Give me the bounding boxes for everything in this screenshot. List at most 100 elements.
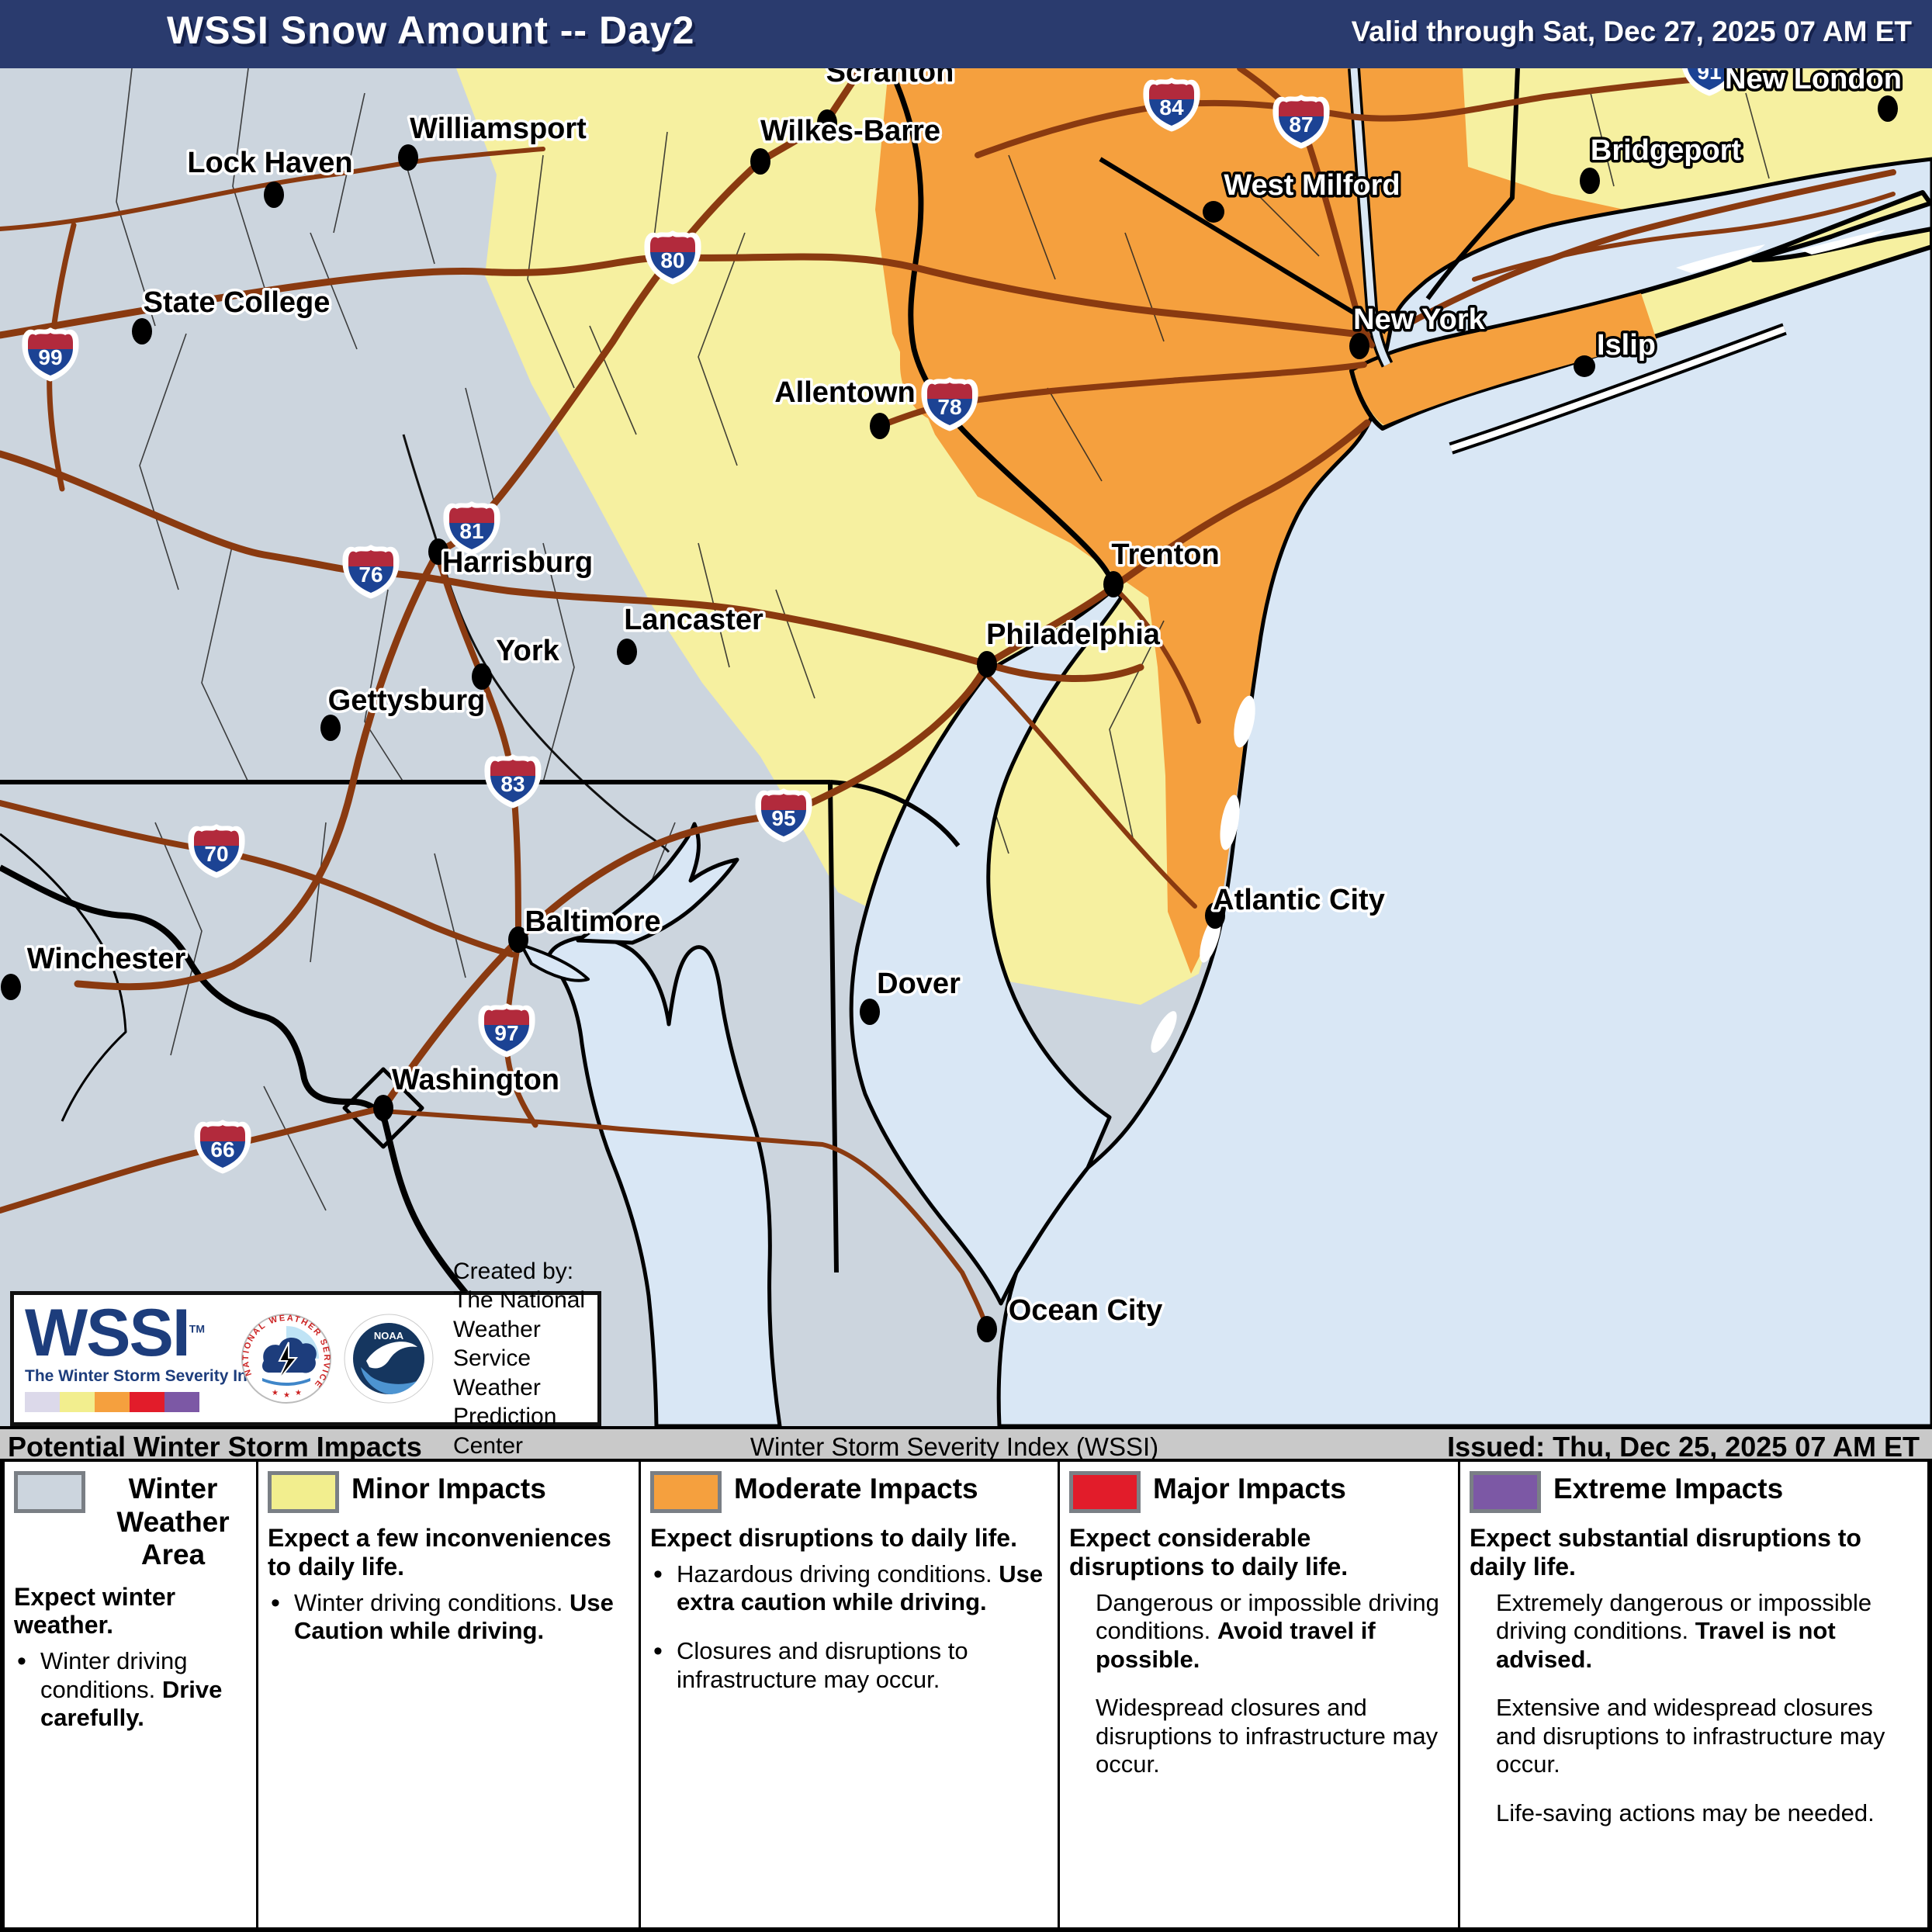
de-md-border xyxy=(828,781,839,1273)
svg-text:State College: State College xyxy=(144,286,331,319)
city-wilkes-barre: Wilkes-Barre xyxy=(750,113,943,175)
svg-text:95: 95 xyxy=(771,806,795,830)
valid-through-text: Valid through Sat, Dec 27, 2025 07 AM ET xyxy=(1351,16,1912,47)
i97-shield: 97 xyxy=(481,1006,532,1054)
wssi-logo-box: WSSITM The Winter Storm Severity Index N… xyxy=(10,1259,601,1459)
svg-text:70: 70 xyxy=(204,842,228,866)
i80-shield: 80 xyxy=(647,234,698,282)
wssi-map: 84 87 91 80 78 99 81 76 83 95 70 97 66 S… xyxy=(0,68,1932,1426)
long-island xyxy=(1349,190,1932,431)
city-west-milford: West Milford xyxy=(1203,167,1403,223)
i66-shield: 66 xyxy=(197,1123,248,1171)
i95-road xyxy=(379,419,1371,1112)
legend-column-winter: Winter Weather Area Expect winter weathe… xyxy=(5,1462,258,1927)
i87-shield: 87 xyxy=(1276,98,1327,146)
moderate-impacts-region xyxy=(875,68,1742,974)
legend-column-major: Major Impacts Expect considerable disrup… xyxy=(1060,1462,1460,1927)
city-harrisburg: Harrisburg xyxy=(428,538,596,582)
minor-swatch xyxy=(268,1471,339,1513)
svg-text:Baltimore: Baltimore xyxy=(525,905,660,938)
svg-text:87: 87 xyxy=(1289,113,1313,137)
svg-text:Lock Haven: Lock Haven xyxy=(187,147,352,179)
svg-text:99: 99 xyxy=(38,345,62,369)
wssi-brand-block: WSSITM The Winter Storm Severity Index xyxy=(25,1296,275,1412)
i91-shield: 91 xyxy=(1684,68,1735,93)
map-canvas: 84 87 91 80 78 99 81 76 83 95 70 97 66 S… xyxy=(0,68,1932,1426)
extreme-title: Extreme Impacts xyxy=(1553,1473,1784,1504)
svg-text:Scranton: Scranton xyxy=(826,68,954,88)
major-title: Major Impacts xyxy=(1153,1473,1346,1504)
svg-text:West Milford: West Milford xyxy=(1224,169,1400,202)
i84-shield: 84 xyxy=(1146,81,1197,129)
dc-diamond xyxy=(342,1067,424,1149)
svg-text:81: 81 xyxy=(459,519,483,543)
i95-ct-road xyxy=(1401,169,1896,329)
city-scranton: Scranton xyxy=(817,68,957,136)
svg-text:91: 91 xyxy=(1697,68,1721,84)
extreme-lead: Expect substantial disruptions to daily … xyxy=(1470,1524,1861,1581)
li-barrier-island-sand xyxy=(1449,326,1786,452)
i99-shield: 99 xyxy=(25,331,76,379)
water xyxy=(520,157,1932,1426)
city-markers: Scranton Williamsport Wilkes-Barre Lock … xyxy=(1,68,1904,1342)
city-lancaster: Lancaster xyxy=(617,601,766,665)
us50-road xyxy=(381,1109,989,1331)
extreme-swatch xyxy=(1470,1471,1541,1513)
interstate-shields: 84 87 91 80 78 99 81 76 83 95 70 97 66 xyxy=(25,68,1735,1171)
atlantic-ocean xyxy=(996,157,1932,1426)
city-gettysburg: Gettysburg xyxy=(320,682,488,741)
svg-text:84: 84 xyxy=(1159,95,1184,119)
svg-text:97: 97 xyxy=(494,1021,518,1045)
city-new-london: New London xyxy=(1723,68,1904,122)
scale-minor xyxy=(60,1391,95,1412)
city-baltimore: Baltimore xyxy=(508,903,663,953)
winter-item: Winter driving conditions. Drive careful… xyxy=(14,1646,248,1733)
svg-text:New London: New London xyxy=(1725,68,1902,95)
upper-chesapeake-arm xyxy=(576,822,739,945)
wssi-logo-text: WSSITM xyxy=(25,1296,206,1371)
svg-text:Wilkes-Barre: Wilkes-Barre xyxy=(760,115,940,147)
delaware-bay xyxy=(849,586,1124,1306)
status-bar: Potential Winter Storm Impacts Winter St… xyxy=(0,1426,1932,1463)
legend-column-minor: Minor Impacts Expect a few inconvenience… xyxy=(258,1462,641,1927)
i70-road xyxy=(0,800,515,957)
svg-text:Washington: Washington xyxy=(392,1064,559,1096)
svg-text:78: 78 xyxy=(937,395,961,419)
svg-text:66: 66 xyxy=(210,1137,234,1162)
noaa-logo: NOAA xyxy=(344,1314,434,1404)
wssi-color-scale xyxy=(25,1391,219,1412)
chesapeake-bay xyxy=(545,935,782,1426)
moderate-lead: Expect disruptions to daily life. xyxy=(650,1524,1017,1552)
extreme-item: Life-saving actions may be needed. xyxy=(1496,1799,1875,1827)
svg-text:Dover: Dover xyxy=(877,968,961,1000)
svg-text:NOAA: NOAA xyxy=(374,1330,404,1342)
moderate-swatch xyxy=(650,1471,722,1513)
winter-title: Winter Weather Area xyxy=(116,1473,230,1571)
scale-winter xyxy=(25,1391,60,1412)
va-wv-border xyxy=(0,833,127,1122)
city-state-college: State College xyxy=(132,284,333,345)
extreme-item: Extremely dangerous or impossible drivin… xyxy=(1496,1588,1872,1673)
extreme-item: Extensive and widespread closures and di… xyxy=(1496,1694,1885,1778)
us15-road xyxy=(0,147,545,231)
svg-text:Harrisburg: Harrisburg xyxy=(442,546,593,579)
i83-road xyxy=(435,554,521,943)
winter-lead: Expect winter weather. xyxy=(14,1582,176,1639)
city-philadelphia: Philadelphia xyxy=(977,616,1163,677)
winter-swatch xyxy=(14,1471,85,1513)
potomac-border xyxy=(0,864,546,1426)
svg-text:Trenton: Trenton xyxy=(1111,538,1219,571)
city-islip: Islip xyxy=(1574,327,1659,377)
minor-item: Winter driving conditions. Use Caution w… xyxy=(268,1587,631,1646)
i76-shield: 76 xyxy=(345,548,396,596)
city-dover: Dover xyxy=(860,965,964,1025)
minor-title: Minor Impacts xyxy=(351,1473,546,1504)
city-lock-haven: Lock Haven xyxy=(185,144,355,208)
ct-route-road xyxy=(1472,192,1896,282)
i84-road xyxy=(975,71,1772,158)
svg-text:Philadelphia: Philadelphia xyxy=(986,618,1161,651)
svg-text:Atlantic City: Atlantic City xyxy=(1213,884,1385,916)
svg-text:★: ★ xyxy=(295,1389,302,1397)
city-williamsport: Williamsport xyxy=(398,110,590,171)
svg-text:★: ★ xyxy=(283,1391,290,1400)
